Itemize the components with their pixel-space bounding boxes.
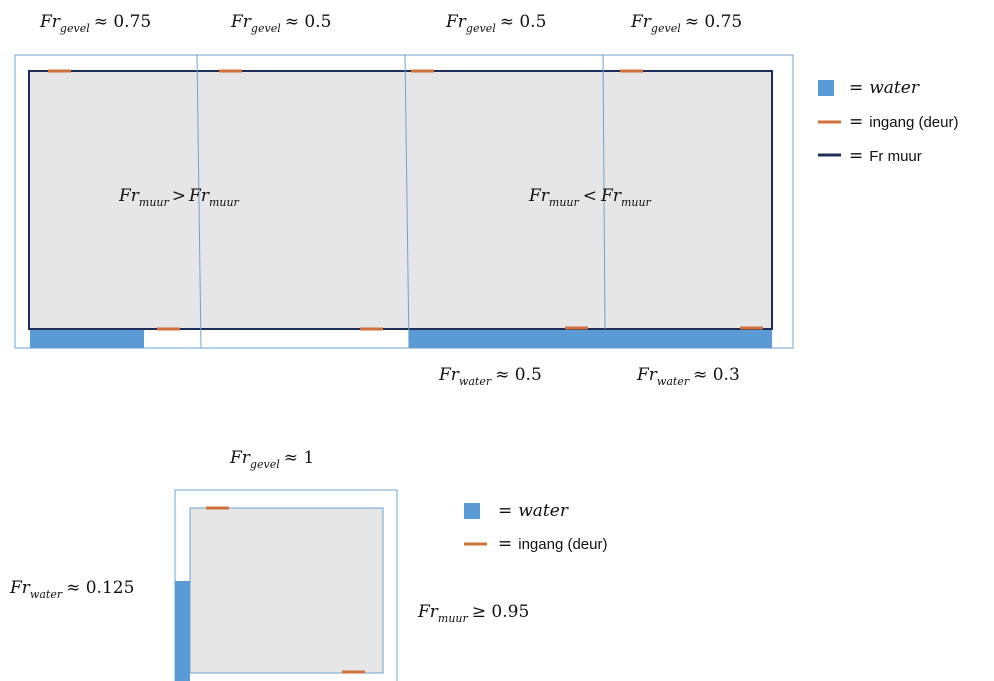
legend-item-water: = water bbox=[849, 78, 920, 98]
parcel-divider-3 bbox=[602, 54, 606, 330]
water-swatch bbox=[464, 503, 480, 519]
water-label-1: Frwater ≈ 0.5 bbox=[438, 365, 542, 388]
water-area-left bbox=[30, 329, 144, 348]
legend-top: = water = ingang (deur) = Fr muur bbox=[818, 78, 958, 166]
facade-label: Frgevel ≈ 1 bbox=[229, 448, 314, 471]
bottom-diagram: Frgevel ≈ 1 Frwater ≈ 0.125 Frmuur ≥ 0.95 =… bbox=[9, 448, 607, 681]
legend-item-door: = ingang (deur) bbox=[498, 534, 607, 554]
parcel-divider-1 bbox=[196, 54, 202, 349]
legend-item-wall: = Fr muur bbox=[849, 146, 922, 166]
water-label-2: Frwater ≈ 0.3 bbox=[636, 365, 740, 388]
facade-label-4: Frgevel ≈ 0.75 bbox=[630, 12, 742, 35]
legend-bottom: = water = ingang (deur) bbox=[464, 501, 607, 554]
wall-comparison-left: Frmuur > Frmuur bbox=[118, 186, 240, 209]
building-fill bbox=[189, 507, 384, 674]
water-label: Frwater ≈ 0.125 bbox=[9, 578, 134, 601]
building-fill bbox=[29, 71, 772, 329]
facade-label-2: Frgevel ≈ 0.5 bbox=[230, 12, 331, 35]
water-area-right bbox=[409, 329, 772, 348]
legend-item-door: = ingang (deur) bbox=[849, 112, 958, 132]
building-wall bbox=[28, 70, 773, 330]
parcel-divider-2 bbox=[404, 54, 410, 349]
facade-label-3: Frgevel ≈ 0.5 bbox=[445, 12, 546, 35]
wall-comparison-right: Frmuur < Frmuur bbox=[528, 186, 652, 209]
legend-item-water: = water bbox=[498, 501, 569, 521]
water-area bbox=[175, 581, 190, 681]
facade-label-1: Frgevel ≈ 0.75 bbox=[39, 12, 151, 35]
wall-label: Frmuur ≥ 0.95 bbox=[417, 602, 529, 625]
water-swatch bbox=[818, 80, 834, 96]
plot-outline bbox=[14, 54, 794, 349]
top-diagram: Frgevel ≈ 0.75 Frgevel ≈ 0.5 Frgevel ≈ 0.5 … bbox=[14, 12, 958, 388]
